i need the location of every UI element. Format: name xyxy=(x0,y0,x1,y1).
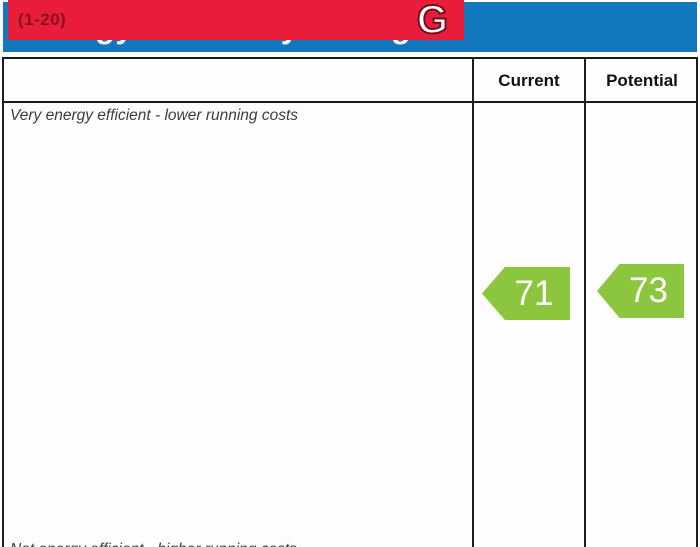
column-header-current: Current xyxy=(498,71,560,90)
column-divider-potential xyxy=(584,57,586,547)
caption-very-efficient: Very energy efficient - lower running co… xyxy=(10,107,299,124)
chart-table-frame xyxy=(2,57,698,547)
band-g-range: (1-20) xyxy=(18,10,67,29)
current-rating-value: 71 xyxy=(514,273,554,313)
column-divider-current xyxy=(472,57,474,547)
caption-not-efficient: Not energy efficient - higher running co… xyxy=(10,541,297,547)
header-row-divider xyxy=(2,101,698,103)
band-g-letter: G xyxy=(416,0,449,42)
band-g: (1-20) G xyxy=(8,0,464,42)
column-header-potential: Potential xyxy=(606,71,678,90)
potential-rating-value: 73 xyxy=(629,271,668,310)
